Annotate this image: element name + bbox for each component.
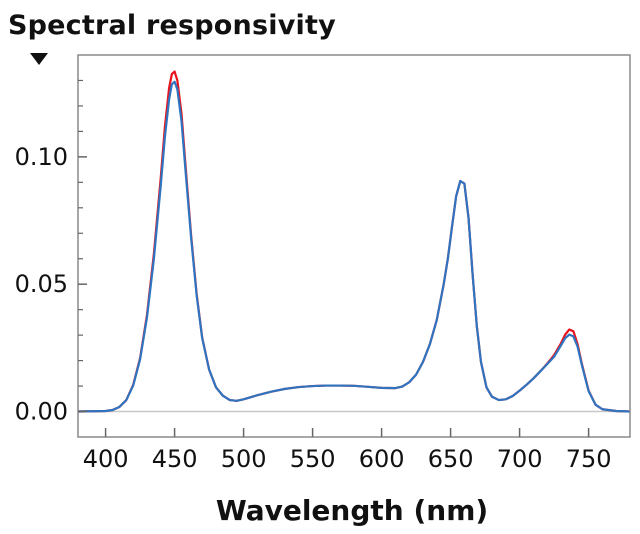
- y-tick-label: 0.05: [15, 270, 68, 298]
- x-tick-label: 600: [359, 445, 405, 473]
- x-tick-label: 450: [152, 445, 198, 473]
- series-line-2: [77, 80, 631, 413]
- plot-frame: [77, 54, 631, 438]
- series-line-1: [77, 70, 631, 413]
- x-tick-label: 750: [566, 445, 612, 473]
- chart-title: Spectral responsivity: [8, 10, 336, 41]
- triangle-down-icon[interactable]: [30, 53, 48, 65]
- x-tick-label: 700: [497, 445, 543, 473]
- x-tick-label: 400: [83, 445, 129, 473]
- x-tick-label: 550: [290, 445, 336, 473]
- x-tick-label: 650: [428, 445, 474, 473]
- y-tick-label: 0.00: [15, 398, 68, 426]
- x-axis-title: Wavelength (nm): [216, 494, 488, 527]
- x-tick-label: 500: [221, 445, 267, 473]
- y-tick-label: 0.10: [15, 143, 68, 171]
